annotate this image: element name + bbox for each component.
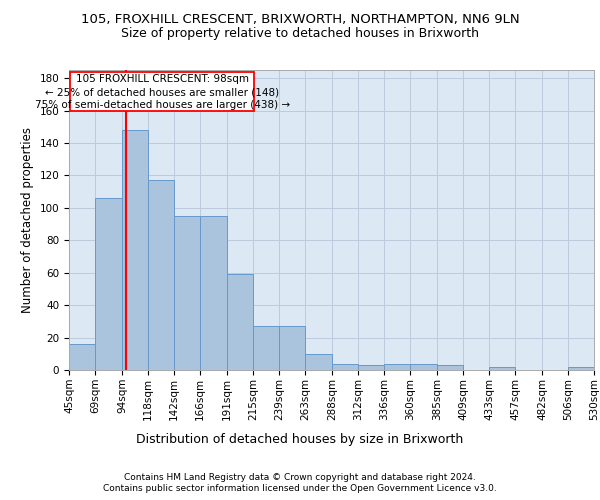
- Bar: [200, 216, 227, 370]
- Text: 75% of semi-detached houses are larger (438) →: 75% of semi-detached houses are larger (…: [35, 100, 290, 110]
- Bar: [148, 180, 174, 370]
- Text: 105, FROXHILL CRESCENT, BRIXWORTH, NORTHAMPTON, NN6 9LN: 105, FROXHILL CRESCENT, BRIXWORTH, NORTH…: [80, 12, 520, 26]
- Bar: [69, 344, 95, 370]
- Bar: [95, 198, 122, 370]
- Bar: [358, 365, 384, 370]
- Bar: [305, 354, 332, 370]
- Bar: [332, 364, 358, 370]
- Bar: [410, 364, 437, 370]
- Text: Distribution of detached houses by size in Brixworth: Distribution of detached houses by size …: [136, 432, 464, 446]
- Bar: [489, 367, 515, 370]
- Text: Contains public sector information licensed under the Open Government Licence v3: Contains public sector information licen…: [103, 484, 497, 493]
- Bar: [384, 364, 410, 370]
- Y-axis label: Number of detached properties: Number of detached properties: [21, 127, 34, 313]
- Bar: [568, 367, 594, 370]
- Text: Size of property relative to detached houses in Brixworth: Size of property relative to detached ho…: [121, 28, 479, 40]
- Bar: [122, 130, 148, 370]
- Bar: [437, 365, 463, 370]
- Bar: [279, 326, 305, 370]
- Text: ← 25% of detached houses are smaller (148): ← 25% of detached houses are smaller (14…: [45, 87, 279, 97]
- Bar: [174, 216, 200, 370]
- Text: Contains HM Land Registry data © Crown copyright and database right 2024.: Contains HM Land Registry data © Crown c…: [124, 472, 476, 482]
- Bar: [227, 274, 253, 370]
- Text: 105 FROXHILL CRESCENT: 98sqm: 105 FROXHILL CRESCENT: 98sqm: [76, 74, 248, 84]
- FancyBboxPatch shape: [70, 72, 254, 110]
- Bar: [253, 326, 279, 370]
